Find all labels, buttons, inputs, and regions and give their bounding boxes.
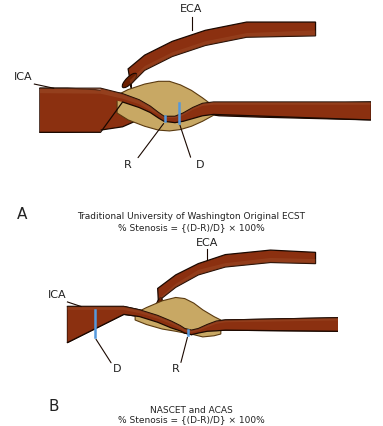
Text: ECA: ECA bbox=[196, 238, 218, 248]
Text: NASCET and ACAS: NASCET and ACAS bbox=[150, 406, 233, 414]
Text: % Stenosis = {(D-R)/D} × 100%: % Stenosis = {(D-R)/D} × 100% bbox=[118, 223, 265, 232]
Polygon shape bbox=[135, 297, 221, 337]
Polygon shape bbox=[67, 306, 338, 343]
Text: R: R bbox=[124, 160, 132, 170]
Text: D: D bbox=[195, 160, 204, 170]
Polygon shape bbox=[128, 22, 316, 94]
Polygon shape bbox=[40, 88, 371, 118]
Ellipse shape bbox=[122, 73, 137, 88]
Ellipse shape bbox=[155, 298, 162, 311]
Polygon shape bbox=[159, 258, 316, 300]
Text: D: D bbox=[113, 364, 121, 374]
Polygon shape bbox=[40, 88, 371, 132]
Polygon shape bbox=[67, 306, 338, 343]
Text: Traditional University of Washington Original ECST: Traditional University of Washington Ori… bbox=[77, 212, 306, 221]
Text: A: A bbox=[16, 207, 27, 222]
Text: ICA: ICA bbox=[48, 290, 67, 300]
Text: B: B bbox=[48, 399, 59, 414]
Text: ICA: ICA bbox=[14, 72, 33, 82]
Text: ECA: ECA bbox=[180, 4, 203, 14]
Text: R: R bbox=[172, 364, 180, 374]
Polygon shape bbox=[129, 30, 316, 84]
Polygon shape bbox=[40, 88, 371, 132]
Polygon shape bbox=[117, 81, 214, 131]
Text: % Stenosis = {(D-R)/D} × 100%: % Stenosis = {(D-R)/D} × 100% bbox=[118, 415, 265, 424]
Polygon shape bbox=[158, 250, 316, 310]
Polygon shape bbox=[67, 306, 338, 332]
